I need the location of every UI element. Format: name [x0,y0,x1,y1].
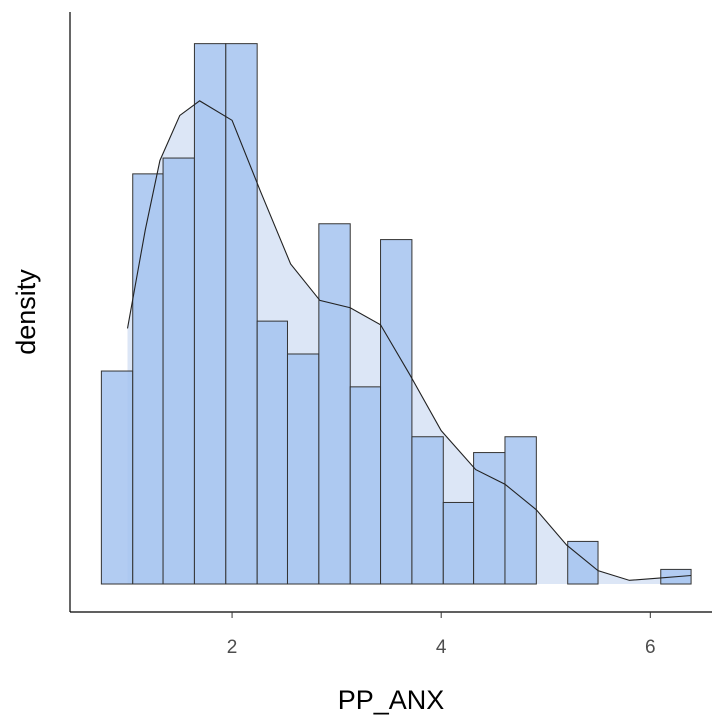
bar [411,436,444,585]
density-curve [126,100,692,581]
bar [504,436,537,585]
bar [100,370,134,585]
bar [318,223,351,585]
x-tick-label: 2 [227,637,238,658]
bar [256,320,288,585]
bar [473,452,506,585]
bar [567,540,599,585]
bar [380,239,413,585]
bar [349,386,382,585]
bar [132,173,164,585]
bar [225,43,258,585]
y-axis-label: density [11,269,41,355]
bar [286,353,320,585]
x-tick-label: 6 [645,637,656,658]
bar [442,501,475,585]
x-axis-label: PP_ANX [338,685,445,715]
bar [193,43,227,585]
x-tick-label: 4 [436,637,447,658]
bar [162,157,195,585]
